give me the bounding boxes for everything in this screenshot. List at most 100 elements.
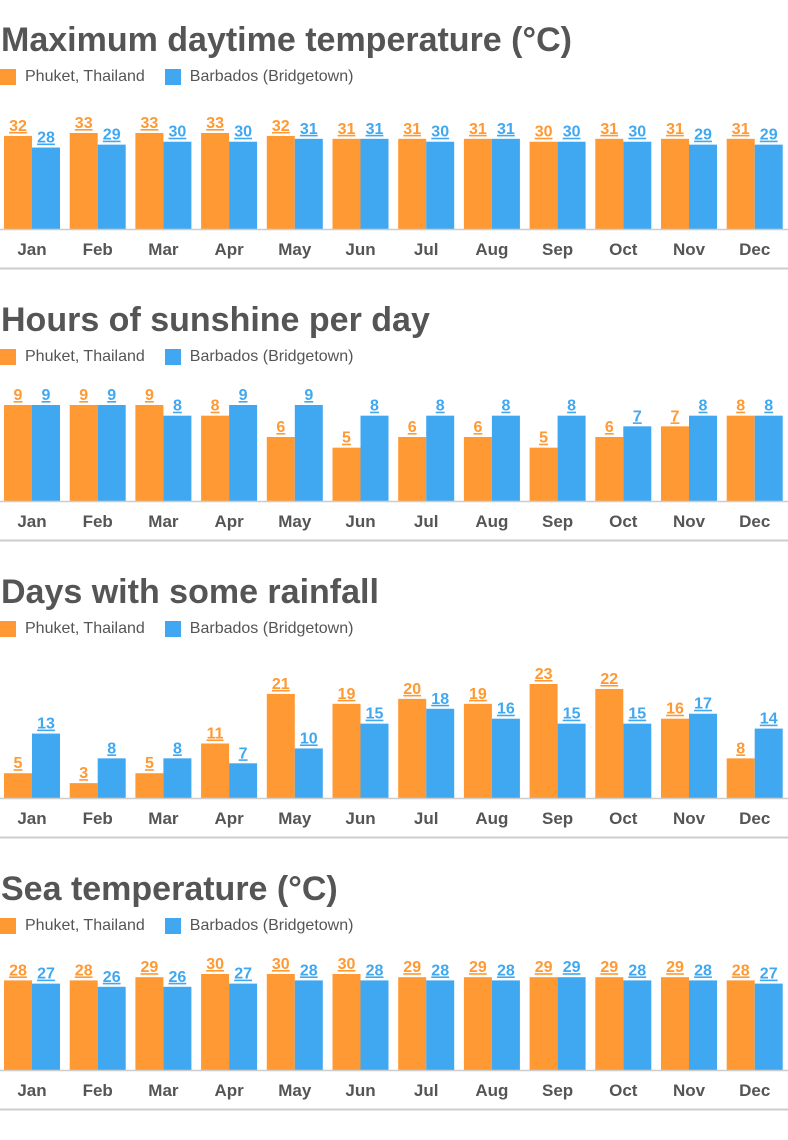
bar-phuket-jan[interactable] xyxy=(4,773,32,798)
bar-phuket-jan[interactable] xyxy=(4,135,32,229)
bar-phuket-jan[interactable] xyxy=(4,405,32,501)
bar-barbados-sep[interactable] xyxy=(557,415,586,501)
bar-barbados-oct[interactable] xyxy=(623,723,652,798)
bar-phuket-apr[interactable] xyxy=(201,415,230,501)
bar-barbados-may[interactable] xyxy=(294,980,323,1070)
bar-barbados-apr[interactable] xyxy=(229,405,258,501)
bar-phuket-mar[interactable] xyxy=(135,405,164,501)
bar-barbados-dec[interactable] xyxy=(754,415,783,501)
bar-barbados-jan[interactable] xyxy=(32,147,60,229)
legend-item-barbados[interactable]: Barbados (Bridgetown) xyxy=(164,68,353,86)
bar-phuket-may[interactable] xyxy=(266,974,295,1070)
bar-barbados-may[interactable] xyxy=(294,748,323,798)
bar-phuket-dec[interactable] xyxy=(726,415,755,501)
bar-phuket-jul[interactable] xyxy=(398,138,427,229)
bar-barbados-oct[interactable] xyxy=(623,141,652,229)
bar-barbados-jun[interactable] xyxy=(360,980,389,1070)
bar-phuket-feb[interactable] xyxy=(69,783,98,798)
legend-item-phuket[interactable]: Phuket, Thailand xyxy=(0,348,145,366)
bar-barbados-aug[interactable] xyxy=(491,138,520,229)
bar-phuket-nov[interactable] xyxy=(661,426,689,501)
bar-barbados-oct[interactable] xyxy=(623,426,652,501)
bar-phuket-mar[interactable] xyxy=(135,133,164,229)
bar-phuket-oct[interactable] xyxy=(595,688,624,798)
bar-phuket-aug[interactable] xyxy=(463,437,492,501)
bar-barbados-mar[interactable] xyxy=(163,986,192,1070)
bar-barbados-dec[interactable] xyxy=(754,144,783,229)
legend-item-barbados[interactable]: Barbados (Bridgetown) xyxy=(164,620,353,638)
bar-phuket-dec[interactable] xyxy=(726,980,755,1070)
bar-phuket-jul[interactable] xyxy=(398,437,427,501)
bar-barbados-feb[interactable] xyxy=(97,758,126,798)
bar-phuket-sep[interactable] xyxy=(529,977,558,1070)
bar-barbados-jun[interactable] xyxy=(360,138,389,229)
bar-barbados-aug[interactable] xyxy=(491,980,520,1070)
bar-phuket-mar[interactable] xyxy=(135,773,164,798)
legend-item-barbados[interactable]: Barbados (Bridgetown) xyxy=(164,917,353,935)
bar-barbados-feb[interactable] xyxy=(97,405,126,501)
bar-barbados-oct[interactable] xyxy=(623,980,652,1070)
bar-phuket-sep[interactable] xyxy=(529,141,558,229)
bar-barbados-apr[interactable] xyxy=(229,763,258,798)
bar-phuket-oct[interactable] xyxy=(595,437,624,501)
bar-barbados-nov[interactable] xyxy=(689,713,717,798)
bar-barbados-dec[interactable] xyxy=(754,983,783,1070)
legend-item-barbados[interactable]: Barbados (Bridgetown) xyxy=(164,348,353,366)
bar-barbados-jul[interactable] xyxy=(426,708,455,798)
bar-phuket-apr[interactable] xyxy=(201,133,230,229)
bar-phuket-aug[interactable] xyxy=(463,138,492,229)
legend-item-phuket[interactable]: Phuket, Thailand xyxy=(0,68,145,86)
bar-barbados-aug[interactable] xyxy=(491,415,520,501)
bar-barbados-jul[interactable] xyxy=(426,141,455,229)
legend-item-phuket[interactable]: Phuket, Thailand xyxy=(0,620,145,638)
bar-phuket-jul[interactable] xyxy=(398,698,427,798)
bar-barbados-jul[interactable] xyxy=(426,980,455,1070)
bar-barbados-jan[interactable] xyxy=(32,405,60,501)
bar-barbados-jul[interactable] xyxy=(426,415,455,501)
bar-phuket-feb[interactable] xyxy=(69,405,98,501)
bar-phuket-nov[interactable] xyxy=(661,718,689,798)
bar-barbados-sep[interactable] xyxy=(557,977,586,1070)
bar-phuket-dec[interactable] xyxy=(726,758,755,798)
bar-phuket-sep[interactable] xyxy=(529,447,558,501)
bar-barbados-mar[interactable] xyxy=(163,415,192,501)
bar-barbados-sep[interactable] xyxy=(557,141,586,229)
bar-barbados-dec[interactable] xyxy=(754,728,783,798)
bar-phuket-jun[interactable] xyxy=(332,703,361,798)
bar-barbados-may[interactable] xyxy=(294,138,323,229)
bar-barbados-sep[interactable] xyxy=(557,723,586,798)
bar-phuket-feb[interactable] xyxy=(69,133,98,229)
bar-phuket-apr[interactable] xyxy=(201,743,230,798)
bar-phuket-mar[interactable] xyxy=(135,977,164,1070)
legend-item-phuket[interactable]: Phuket, Thailand xyxy=(0,917,145,935)
bar-phuket-jun[interactable] xyxy=(332,974,361,1070)
bar-phuket-may[interactable] xyxy=(266,693,295,798)
bar-barbados-apr[interactable] xyxy=(229,983,258,1070)
bar-barbados-nov[interactable] xyxy=(689,415,717,501)
bar-phuket-oct[interactable] xyxy=(595,138,624,229)
bar-phuket-nov[interactable] xyxy=(661,138,689,229)
bar-phuket-jun[interactable] xyxy=(332,138,361,229)
bar-phuket-jan[interactable] xyxy=(4,980,32,1070)
bar-barbados-mar[interactable] xyxy=(163,141,192,229)
bar-phuket-aug[interactable] xyxy=(463,703,492,798)
bar-barbados-nov[interactable] xyxy=(689,144,717,229)
bar-phuket-jul[interactable] xyxy=(398,977,427,1070)
bar-phuket-feb[interactable] xyxy=(69,980,98,1070)
bar-phuket-aug[interactable] xyxy=(463,977,492,1070)
bar-barbados-may[interactable] xyxy=(294,405,323,501)
bar-phuket-may[interactable] xyxy=(266,437,295,501)
bar-barbados-aug[interactable] xyxy=(491,718,520,798)
bar-phuket-may[interactable] xyxy=(266,135,295,229)
bar-phuket-nov[interactable] xyxy=(661,977,689,1070)
bar-barbados-jun[interactable] xyxy=(360,415,389,501)
bar-barbados-jan[interactable] xyxy=(32,983,60,1070)
bar-barbados-feb[interactable] xyxy=(97,144,126,229)
bar-phuket-dec[interactable] xyxy=(726,138,755,229)
bar-barbados-apr[interactable] xyxy=(229,141,258,229)
bar-barbados-mar[interactable] xyxy=(163,758,192,798)
bar-phuket-sep[interactable] xyxy=(529,684,558,798)
bar-barbados-jun[interactable] xyxy=(360,723,389,798)
bar-phuket-oct[interactable] xyxy=(595,977,624,1070)
bar-phuket-jun[interactable] xyxy=(332,447,361,501)
